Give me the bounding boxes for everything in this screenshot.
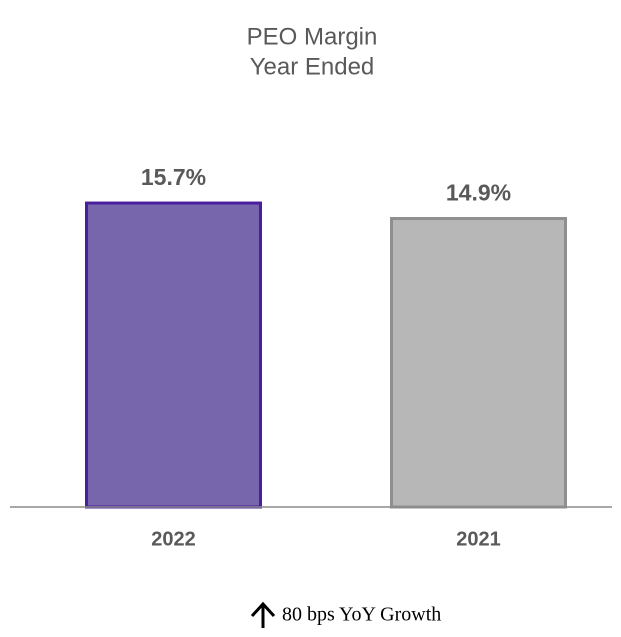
x-tick-label: 2021 [456,528,501,550]
bar [390,217,567,509]
annotation: 80 bps YoY Growth [282,604,441,626]
value-label: 14.9% [446,180,511,206]
x-tick-label: 2022 [151,528,196,550]
chart-subtitle: Year Ended [250,53,375,80]
bar [85,201,262,509]
up-arrow [250,601,276,628]
chart-title: PEO Margin [247,23,378,50]
value-label: 15.7% [141,164,206,190]
